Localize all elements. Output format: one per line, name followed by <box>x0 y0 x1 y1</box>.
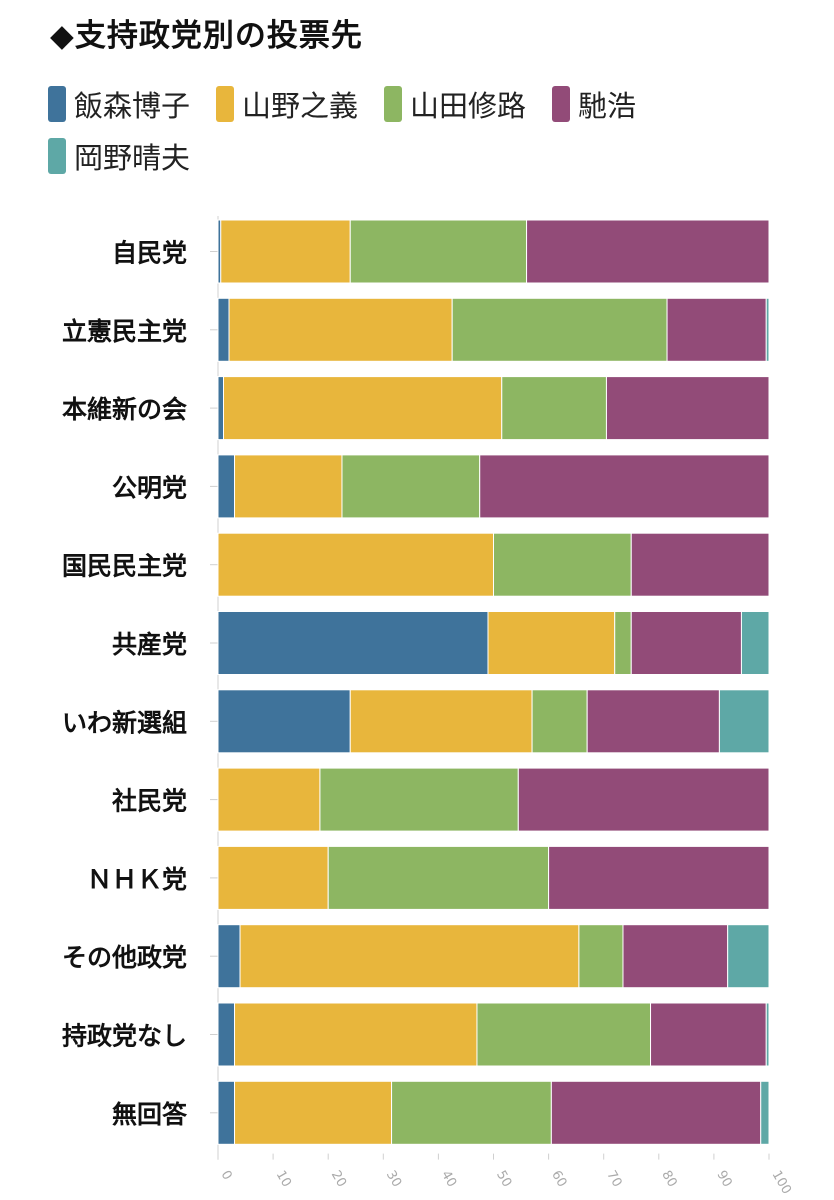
bar-segment <box>548 845 770 910</box>
category-label: 本維新の会 <box>62 395 187 424</box>
legend-swatch <box>552 86 571 122</box>
bar-segment <box>650 1002 767 1067</box>
bar-segment <box>234 454 343 519</box>
x-tick-label: 60 <box>548 1168 569 1190</box>
x-tick-label: 20 <box>328 1168 349 1190</box>
x-tick-label: 40 <box>438 1168 459 1190</box>
bar-segment <box>223 376 503 441</box>
bar-segment <box>217 376 225 441</box>
bar-segment <box>531 689 588 754</box>
bar-segment <box>630 532 770 597</box>
bar-segment <box>319 767 519 832</box>
category-label: 共産党 <box>112 630 187 659</box>
legend-label: 馳浩 <box>578 89 637 123</box>
bar-segment <box>605 376 770 441</box>
bar-segment <box>765 297 770 362</box>
bar-segment <box>765 1002 770 1067</box>
bar-segment <box>217 689 351 754</box>
bar-segment <box>217 454 236 519</box>
bar-segment <box>217 767 321 832</box>
bar-segment <box>234 1002 478 1067</box>
category-label: ＮＨＫ党 <box>87 865 187 894</box>
category-label: いわ新選組 <box>62 708 187 737</box>
bar-segment <box>517 767 770 832</box>
chart-legend: 飯森博子 山野之義 山田修路 馳浩岡野晴夫 <box>48 78 768 182</box>
bar-segment <box>501 376 607 441</box>
bar-segment <box>578 924 624 989</box>
x-tick-label: 10 <box>273 1168 294 1190</box>
legend-item: 馳浩 <box>552 78 636 130</box>
category-label: その他政党 <box>62 943 187 972</box>
bar-segment <box>740 611 770 675</box>
bar-segment <box>217 924 241 989</box>
x-tick-label: 80 <box>658 1168 679 1190</box>
bar-segment <box>451 297 668 362</box>
category-label: 公明党 <box>112 473 187 502</box>
legend-swatch <box>48 86 66 122</box>
x-tick-label: 70 <box>603 1168 624 1190</box>
bar-segment <box>476 1002 652 1067</box>
bar-segment <box>727 924 770 989</box>
bar-segment <box>487 611 616 675</box>
legend-label: 山野之義 <box>242 89 359 123</box>
legend-swatch <box>216 86 235 122</box>
bar-segment <box>217 845 329 910</box>
bar-segment <box>493 532 632 597</box>
bar-segment <box>479 454 770 519</box>
bar-segment <box>526 219 770 284</box>
legend-swatch <box>48 138 66 174</box>
category-label: 無回答 <box>112 1100 188 1129</box>
category-label: 立憲民主党 <box>62 317 187 346</box>
category-label: 国民民主党 <box>62 552 187 581</box>
bar-segment <box>341 454 481 519</box>
x-tick-label: 50 <box>493 1168 514 1190</box>
bar-segment <box>666 297 767 362</box>
bar-segment <box>586 689 720 754</box>
legend-item: 山野之義 <box>216 78 358 130</box>
bar-segment <box>217 1002 236 1067</box>
bar-segment <box>349 219 528 284</box>
bar-segment <box>630 611 742 675</box>
legend-item: 山田修路 <box>384 78 526 130</box>
legend-label: 山田修路 <box>410 89 527 123</box>
bar-segment <box>234 1080 393 1145</box>
legend-item: 飯森博子 <box>48 78 190 130</box>
bar-segment <box>228 297 453 362</box>
x-tick-label: 0 <box>218 1168 235 1183</box>
bar-segment <box>614 611 632 675</box>
x-tick-label: 90 <box>713 1168 734 1190</box>
chart-title: ◆支持政党別の投票先 <box>50 18 363 54</box>
x-tick-label: 100 <box>769 1168 794 1197</box>
bar-segment <box>239 924 580 989</box>
bar-segment <box>760 1080 770 1145</box>
bar-segment <box>327 845 550 910</box>
legend-swatch <box>384 86 403 122</box>
bar-segment <box>217 1080 236 1145</box>
bar-segment <box>349 689 533 754</box>
bar-segment <box>217 611 489 675</box>
category-label: 社民党 <box>112 787 187 816</box>
legend-label: 岡野晴夫 <box>74 141 191 175</box>
bar-segment <box>217 532 494 597</box>
bar-segment <box>217 297 230 362</box>
bar-segment <box>550 1080 762 1145</box>
bar-segment <box>220 219 351 284</box>
x-tick-label: 30 <box>383 1168 404 1190</box>
category-label: 自民党 <box>112 239 187 268</box>
legend-label: 飯森博子 <box>74 89 191 123</box>
bar-segment <box>718 689 770 754</box>
bar-segment <box>391 1080 552 1145</box>
category-label: 持政党なし <box>62 1022 187 1051</box>
legend-item: 岡野晴夫 <box>48 130 190 182</box>
bar-segment <box>622 924 729 989</box>
